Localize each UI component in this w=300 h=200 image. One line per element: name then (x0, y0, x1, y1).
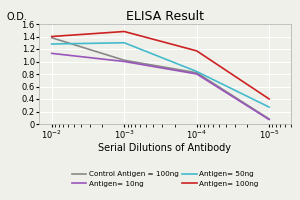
Antigen= 10ng (122, 60, 126, 63)
Antigen= 50ng (50, 43, 54, 45)
Antigen= 50ng (267, 106, 271, 108)
Line: Control Antigen = 100ng: Control Antigen = 100ng (52, 38, 269, 119)
Antigen= 50ng (195, 70, 199, 73)
Control Antigen = 100ng (195, 72, 199, 74)
Legend: Control Antigen = 100ng, Antigen= 10ng, Antigen= 50ng, Antigen= 100ng: Control Antigen = 100ng, Antigen= 10ng, … (70, 170, 260, 188)
Antigen= 100ng (50, 35, 54, 38)
Antigen= 100ng (195, 50, 199, 52)
Line: Antigen= 50ng: Antigen= 50ng (52, 43, 269, 107)
Line: Antigen= 100ng: Antigen= 100ng (52, 31, 269, 99)
Control Antigen = 100ng (267, 118, 271, 120)
X-axis label: Serial Dilutions of Antibody: Serial Dilutions of Antibody (98, 143, 232, 153)
Title: ELISA Result: ELISA Result (126, 10, 204, 23)
Control Antigen = 100ng (122, 59, 126, 61)
Antigen= 10ng (267, 118, 271, 121)
Antigen= 100ng (122, 30, 126, 33)
Antigen= 10ng (50, 52, 54, 55)
Antigen= 100ng (267, 98, 271, 100)
Control Antigen = 100ng (50, 37, 54, 39)
Antigen= 10ng (195, 73, 199, 75)
Antigen= 50ng (122, 42, 126, 44)
Text: O.D.: O.D. (6, 12, 27, 22)
Line: Antigen= 10ng: Antigen= 10ng (52, 53, 269, 120)
